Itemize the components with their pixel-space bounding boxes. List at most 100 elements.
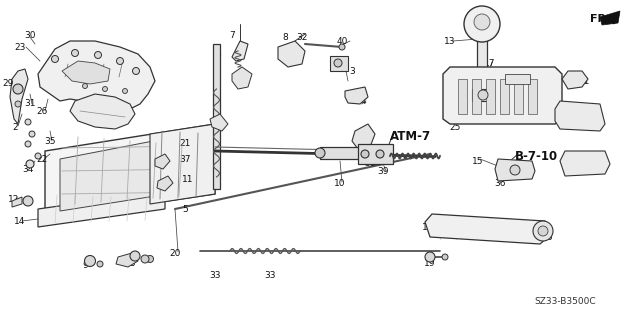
Text: 18: 18 [422, 222, 434, 232]
Text: FR.: FR. [590, 14, 611, 24]
Text: ATM-7: ATM-7 [390, 130, 431, 143]
Text: 40: 40 [336, 36, 348, 46]
Text: 38: 38 [364, 160, 376, 168]
Circle shape [478, 90, 488, 100]
Bar [330, 56, 348, 71]
Circle shape [116, 57, 124, 64]
Circle shape [132, 68, 140, 75]
Text: 23: 23 [14, 42, 26, 51]
Circle shape [147, 256, 154, 263]
Bar [528, 79, 537, 114]
Bar [213, 44, 220, 189]
Bar [458, 79, 467, 114]
Polygon shape [425, 214, 548, 244]
Text: 15: 15 [472, 157, 484, 166]
Text: 20: 20 [170, 249, 180, 258]
Polygon shape [116, 253, 138, 267]
Polygon shape [560, 151, 610, 176]
Bar [358, 144, 393, 164]
Polygon shape [210, 114, 228, 131]
Text: 33: 33 [209, 271, 221, 280]
Circle shape [334, 59, 342, 67]
Polygon shape [278, 41, 305, 67]
Text: 30: 30 [24, 31, 36, 40]
Text: 25: 25 [449, 122, 461, 131]
Text: 19: 19 [424, 259, 436, 269]
Polygon shape [345, 87, 368, 104]
Polygon shape [38, 41, 155, 111]
Circle shape [474, 14, 490, 30]
Polygon shape [10, 69, 28, 124]
Text: 8: 8 [282, 33, 288, 41]
Text: 11: 11 [182, 174, 194, 183]
Circle shape [95, 51, 102, 58]
Polygon shape [352, 124, 375, 149]
Text: 33: 33 [264, 271, 276, 280]
Circle shape [464, 6, 500, 42]
Polygon shape [70, 94, 135, 129]
Circle shape [510, 165, 520, 175]
Text: 32: 32 [296, 33, 308, 41]
Text: 36: 36 [494, 180, 506, 189]
Text: 14: 14 [14, 218, 26, 226]
Circle shape [25, 141, 31, 147]
Polygon shape [232, 67, 252, 89]
Text: SZ33-B3500C: SZ33-B3500C [534, 296, 596, 306]
Circle shape [25, 119, 31, 125]
Text: 2: 2 [12, 122, 18, 131]
Polygon shape [157, 176, 173, 191]
Polygon shape [60, 132, 200, 211]
Bar [320, 147, 375, 159]
Bar [472, 89, 494, 101]
Bar [514, 79, 523, 114]
Circle shape [442, 254, 448, 260]
Bar [477, 39, 487, 99]
Text: 24: 24 [589, 167, 600, 175]
Text: 12: 12 [8, 195, 20, 204]
Text: 17: 17 [484, 60, 496, 69]
Circle shape [538, 226, 548, 236]
Text: 41: 41 [579, 77, 589, 85]
Text: 3: 3 [349, 66, 355, 76]
Polygon shape [443, 67, 562, 124]
Text: 34: 34 [22, 165, 34, 174]
Text: 6: 6 [215, 50, 221, 60]
Text: 22: 22 [36, 154, 47, 164]
Polygon shape [45, 124, 215, 219]
Polygon shape [62, 61, 110, 84]
Circle shape [141, 255, 149, 263]
Text: B-7-10: B-7-10 [515, 150, 558, 162]
Circle shape [97, 261, 103, 267]
Circle shape [15, 101, 21, 107]
Text: 29: 29 [3, 79, 13, 88]
Polygon shape [155, 154, 170, 169]
Text: 5: 5 [182, 204, 188, 213]
Circle shape [29, 131, 35, 137]
Circle shape [84, 256, 95, 266]
Circle shape [122, 88, 127, 93]
Circle shape [23, 196, 33, 206]
Circle shape [425, 252, 435, 262]
Text: 16: 16 [542, 233, 554, 241]
Polygon shape [555, 101, 605, 131]
Bar [505, 74, 530, 84]
Text: 39: 39 [377, 167, 388, 175]
Circle shape [130, 251, 140, 261]
Polygon shape [600, 11, 620, 25]
Polygon shape [150, 124, 215, 204]
Text: 7: 7 [229, 31, 235, 40]
Polygon shape [562, 71, 588, 89]
Circle shape [361, 150, 369, 158]
Polygon shape [38, 191, 165, 227]
Circle shape [315, 148, 325, 158]
Bar [472, 79, 481, 114]
Circle shape [35, 153, 41, 159]
Text: 21: 21 [179, 139, 191, 149]
Text: 26: 26 [36, 107, 48, 115]
Circle shape [102, 86, 108, 92]
Polygon shape [12, 197, 22, 207]
Text: 37: 37 [179, 154, 191, 164]
Circle shape [533, 221, 553, 241]
Circle shape [51, 56, 58, 63]
Polygon shape [232, 41, 248, 61]
